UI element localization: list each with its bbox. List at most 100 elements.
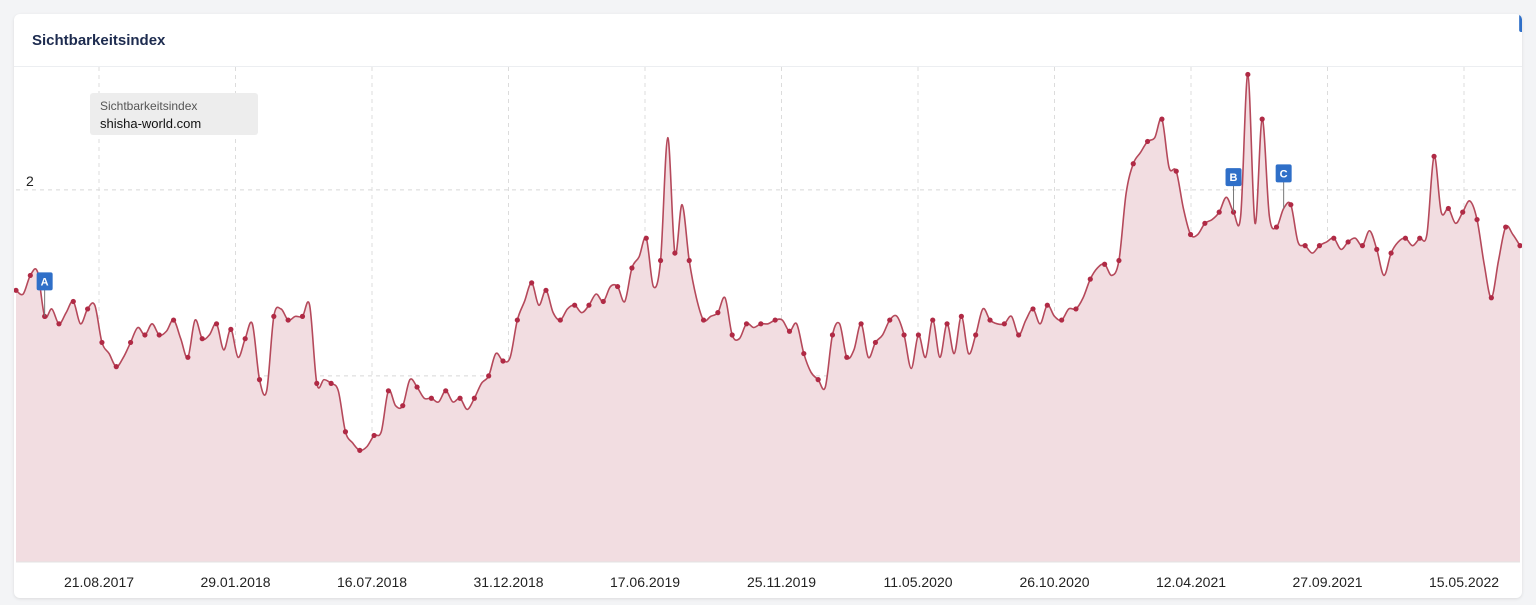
event-marker-label: A (41, 276, 49, 288)
data-point (14, 287, 19, 293)
data-point (930, 317, 936, 323)
data-point (1259, 116, 1265, 122)
data-point (228, 326, 234, 332)
data-point (70, 298, 76, 305)
data-point (529, 280, 535, 286)
data-point (285, 317, 291, 323)
data-point (1288, 202, 1294, 208)
data-point (113, 364, 119, 370)
data-point (1402, 235, 1409, 241)
data-point (915, 332, 922, 338)
event-marker (36, 272, 53, 291)
data-point (1388, 250, 1394, 256)
x-tick-label: 17.06.2019 (610, 574, 680, 590)
data-point (801, 350, 807, 357)
data-point (944, 321, 950, 327)
data-point (700, 317, 707, 323)
data-point (428, 395, 434, 401)
data-point (1245, 71, 1251, 78)
data-point (1316, 243, 1323, 249)
data-point (1202, 220, 1208, 226)
data-point (772, 317, 778, 323)
x-tick-label: 27.09.2021 (1292, 574, 1362, 590)
data-point (1517, 243, 1522, 249)
x-tick-label: 16.07.2018 (337, 574, 407, 590)
data-point (1001, 321, 1007, 327)
x-tick-label: 21.08.2017 (64, 574, 134, 590)
data-point (1460, 209, 1466, 215)
visibility-index-card: Sichtbarkeitsindex 1221.08.201729.01.201… (14, 14, 1522, 598)
data-point (199, 336, 205, 342)
data-point (629, 265, 635, 271)
data-point (27, 272, 33, 279)
event-marker-label: B (1230, 172, 1238, 184)
data-point (457, 395, 463, 401)
legend-domain: shisha-world.com (100, 116, 201, 131)
data-point (1044, 302, 1050, 308)
data-point (557, 317, 563, 323)
data-point (858, 321, 864, 327)
data-point (786, 328, 793, 334)
x-tick-label: 11.05.2020 (883, 574, 952, 590)
data-point (901, 332, 907, 338)
data-point (443, 388, 449, 394)
data-point (213, 321, 220, 327)
data-point (85, 306, 91, 312)
data-point (1374, 246, 1380, 252)
data-point (987, 317, 993, 323)
data-point (414, 384, 420, 390)
data-point (1016, 332, 1022, 338)
data-point (1102, 261, 1108, 267)
data-point (242, 336, 248, 342)
data-point (686, 257, 692, 264)
data-point (357, 447, 363, 453)
data-point (400, 403, 406, 409)
data-point (314, 380, 320, 386)
data-point (99, 339, 105, 346)
data-point (500, 358, 506, 364)
data-point (1187, 231, 1194, 238)
data-point (1474, 216, 1480, 223)
series-area (16, 74, 1520, 562)
x-tick-label: 29.01.2018 (200, 574, 270, 590)
x-tick-label: 15.05.2022 (1429, 574, 1499, 590)
x-tick-label: 31.12.2018 (473, 574, 543, 590)
data-point (1488, 295, 1494, 301)
data-point (1417, 235, 1423, 241)
data-point (743, 321, 750, 327)
data-point (1345, 239, 1351, 245)
data-point (872, 339, 879, 346)
data-point (256, 377, 263, 383)
data-point (1273, 224, 1280, 230)
series-line (15, 73, 1521, 452)
event-marker (1225, 168, 1242, 187)
data-point (471, 395, 477, 401)
data-point (615, 283, 621, 290)
data-point (127, 339, 134, 346)
chart-legend: Sichtbarkeitsindex shisha-world.com (90, 93, 258, 135)
legend-box (90, 93, 258, 135)
data-point (572, 302, 578, 308)
data-point (142, 332, 148, 338)
data-point (385, 388, 392, 394)
data-point (486, 373, 492, 379)
legend-label: Sichtbarkeitsindex (100, 99, 197, 113)
data-point (543, 287, 549, 293)
data-point (271, 313, 277, 319)
data-point (715, 310, 721, 316)
data-point (185, 354, 191, 360)
data-point (815, 377, 821, 383)
data-point (1030, 306, 1036, 312)
data-point (729, 332, 735, 338)
data-point (758, 321, 764, 327)
data-point (586, 302, 592, 308)
data-point (643, 235, 649, 241)
data-point (1173, 168, 1179, 174)
data-point (1331, 235, 1337, 241)
data-point (1159, 116, 1165, 122)
data-point (657, 257, 664, 264)
x-tick-label: 12.04.2021 (1156, 574, 1226, 590)
data-point (371, 432, 377, 439)
data-point (1059, 317, 1065, 323)
data-point (600, 298, 606, 305)
